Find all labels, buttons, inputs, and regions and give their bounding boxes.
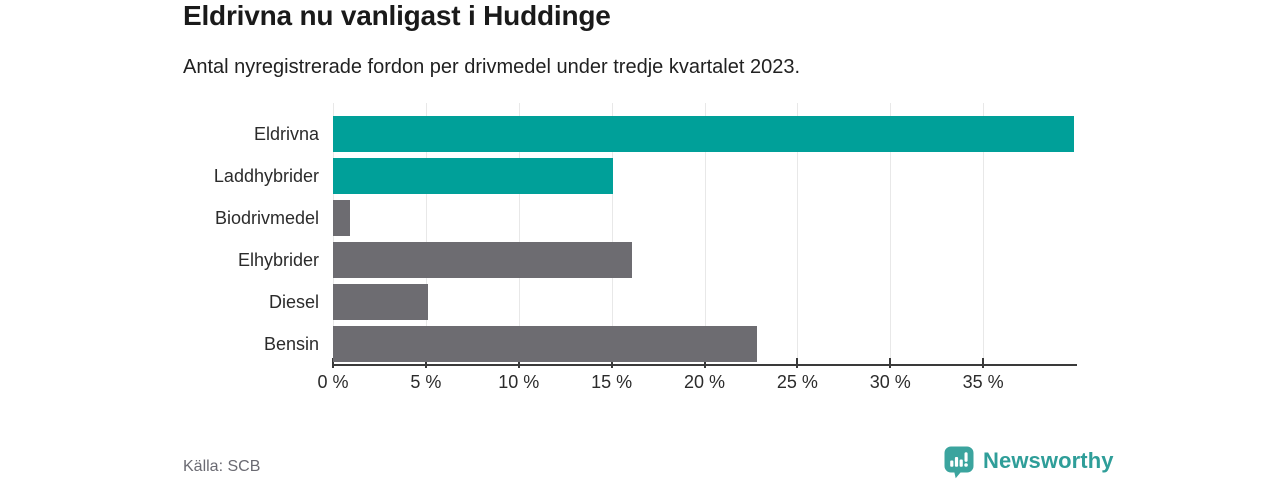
y-category-label: Eldrivna [253, 124, 319, 144]
gridline [425, 103, 427, 366]
x-tick-label: 15 % [591, 372, 633, 392]
newsworthy-icon [944, 446, 974, 479]
x-tick-label: 20 % [683, 372, 726, 392]
x-tick-label: 10 % [498, 372, 540, 392]
x-tick-label: 35 % [962, 372, 1004, 392]
bar [333, 158, 614, 194]
axis-tick [332, 358, 334, 368]
axis-tick [610, 358, 613, 368]
gridline [890, 103, 892, 366]
chart-subtitle: Antal nyregistrerade fordon per drivmede… [183, 56, 801, 78]
x-axis-line [332, 364, 1077, 366]
gridline [611, 103, 613, 366]
y-category-label: Elhybrider [237, 250, 319, 270]
y-category-label: Diesel [268, 292, 319, 312]
axis-tick [889, 358, 892, 368]
axis-tick [982, 358, 985, 368]
axis-tick [424, 358, 427, 368]
y-category-label: Bensin [263, 334, 319, 354]
bar [333, 116, 1075, 152]
x-tick-label: 25 % [776, 372, 818, 392]
gridline [704, 103, 706, 366]
axis-tick [796, 358, 799, 368]
speech-bubble-shape [944, 446, 974, 479]
bar-chart-glyph [950, 452, 968, 467]
bar [333, 242, 633, 278]
gridline [797, 103, 799, 366]
newsworthy-wordmark: Newsworthy [983, 448, 1114, 473]
bar [333, 200, 350, 236]
gridline [983, 103, 985, 366]
newsworthy-logo: Newsworthy [944, 446, 1114, 480]
x-tick-label: 30 % [869, 372, 911, 392]
axis-tick [517, 358, 520, 368]
chart-title: Eldrivna nu vanligast i Huddinge [183, 0, 611, 31]
x-tick-label: 0 % [317, 372, 349, 392]
bar [333, 326, 757, 362]
y-category-label: Laddhybrider [213, 166, 319, 186]
bar [333, 284, 428, 320]
x-tick-label: 5 % [410, 372, 442, 392]
gridline [518, 103, 520, 366]
axis-tick [703, 358, 706, 368]
source-note: Källa: SCB [183, 458, 261, 475]
y-category-label: Biodrivmedel [214, 208, 319, 228]
